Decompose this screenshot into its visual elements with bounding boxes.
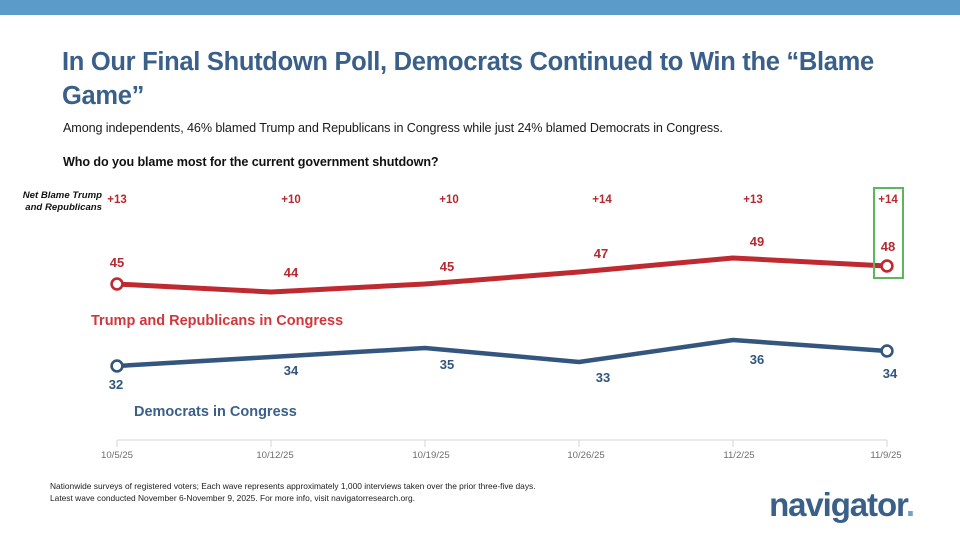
footnote-line-1: Nationwide surveys of registered voters;…	[50, 481, 536, 491]
footnote-line-2: Latest wave conducted November 6-Novembe…	[50, 492, 415, 503]
rep-point-label-4: 47	[593, 246, 609, 261]
poll-question: Who do you blame most for the current go…	[63, 155, 439, 169]
dem-point-label-3: 35	[439, 357, 455, 372]
rep-point-label-3: 45	[439, 259, 455, 274]
series-line-republicans	[114, 255, 890, 295]
net-value-1: +13	[107, 194, 127, 206]
page-title: In Our Final Shutdown Poll, Democrats Co…	[62, 48, 874, 110]
series-line-democrats	[114, 337, 890, 369]
footnote: Nationwide surveys of registered voters;…	[50, 481, 690, 504]
net-value-5: +13	[743, 194, 763, 206]
x-axis-label-3: 10/19/25	[412, 450, 450, 461]
net-value-2: +10	[281, 194, 301, 206]
dem-point-label-2: 34	[283, 363, 299, 378]
dem-point-label-5: 36	[749, 352, 765, 367]
marker-republicans-start	[110, 277, 124, 291]
x-axis-label-2: 10/12/25	[256, 450, 294, 461]
series-label-democrats: Democrats in Congress	[134, 404, 297, 420]
dem-point-label-4: 33	[595, 370, 611, 385]
navigator-logo-text: navigator	[769, 486, 907, 523]
net-value-6: +14	[878, 194, 898, 206]
subtitle-text: Among independents, 46% blamed Trump and…	[63, 121, 723, 135]
top-accent-bar	[0, 0, 960, 15]
rep-point-label-1: 45	[109, 255, 125, 270]
rep-point-label-5: 49	[749, 234, 765, 249]
dem-point-label-6: 34	[882, 366, 898, 381]
x-axis-label-4: 10/26/25	[567, 450, 605, 461]
final-wave-highlight-box	[873, 187, 904, 279]
dem-point-label-1: 32	[108, 377, 124, 392]
rep-point-label-6: 48	[880, 239, 896, 254]
net-value-3: +10	[439, 194, 459, 206]
x-axis-label-5: 11/2/25	[723, 450, 755, 461]
x-axis-line	[116, 439, 888, 447]
net-blame-row-label: Net Blame Trump and Republicans	[22, 190, 102, 213]
x-axis-label-1: 10/5/25	[100, 450, 134, 461]
net-value-4: +14	[592, 194, 612, 206]
navigator-logo-dot: .	[905, 486, 915, 523]
rep-point-label-2: 44	[283, 265, 299, 280]
marker-democrats-start	[110, 359, 124, 373]
x-axis-label-6: 11/9/25	[870, 450, 902, 461]
series-label-republicans: Trump and Republicans in Congress	[91, 313, 344, 329]
marker-democrats-end	[880, 344, 894, 358]
navigator-logo: navigator.	[769, 486, 915, 524]
